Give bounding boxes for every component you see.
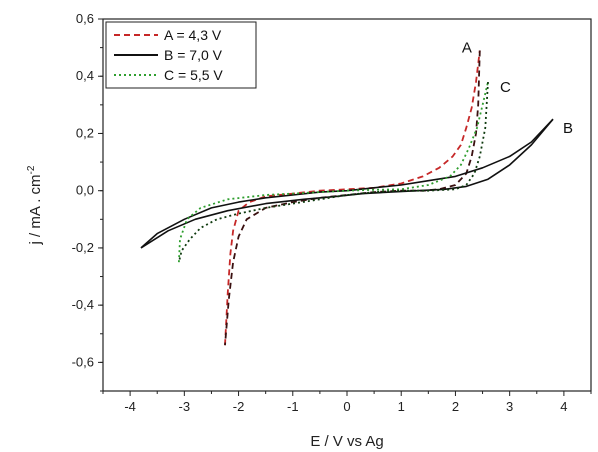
series-b-reverse-line — [140, 118, 554, 249]
x-tick-label: 4 — [560, 399, 567, 414]
curve-end-labels: A B C — [462, 39, 573, 137]
y-axis: -0,6 -0,4 -0,2 0,0 0,2 0,4 0,6 — [72, 11, 103, 392]
y-tick-label: 0,2 — [76, 125, 94, 140]
x-tick-label: -2 — [233, 399, 245, 414]
y-tick-label: 0,6 — [76, 11, 94, 26]
series-b-forward-line — [140, 118, 554, 249]
y-tick-label: -0,4 — [72, 297, 94, 312]
y-axis-title-main: j / mA . cm — [27, 174, 44, 245]
curve-end-label: C — [500, 79, 511, 96]
x-tick-label: 2 — [452, 399, 459, 414]
y-tick-label: -0,6 — [72, 354, 94, 369]
y-tick-label: -0,2 — [72, 240, 94, 255]
x-axis-title: E / V vs Ag — [310, 433, 383, 450]
x-tick-label: -3 — [179, 399, 191, 414]
x-tick-label: 3 — [506, 399, 513, 414]
y-tick-label: 0,4 — [76, 68, 94, 83]
legend-entry-label: C = 5,5 V — [164, 67, 223, 83]
y-tick-label: 0,0 — [76, 183, 94, 198]
legend-entry-label: B = 7,0 V — [164, 47, 223, 63]
curves-layer — [140, 50, 554, 346]
y-axis-title: j / mA . cm-2 — [26, 165, 44, 245]
x-tick-label: 1 — [398, 399, 405, 414]
x-tick-label: 0 — [343, 399, 350, 414]
y-axis-title-superscript: -2 — [26, 165, 37, 174]
curve-end-label: A — [462, 39, 472, 56]
legend: A = 4,3 V B = 7,0 V C = 5,5 V — [105, 21, 257, 89]
x-tick-label: -1 — [287, 399, 299, 414]
series-c-reverse-line — [178, 81, 489, 263]
x-axis: -4 -3 -2 -1 0 1 2 3 4 — [102, 391, 592, 414]
legend-entry-label: A = 4,3 V — [164, 27, 222, 43]
curve-end-label: B — [563, 120, 573, 137]
x-tick-label: -4 — [124, 399, 136, 414]
series-c-forward-line — [178, 81, 489, 263]
